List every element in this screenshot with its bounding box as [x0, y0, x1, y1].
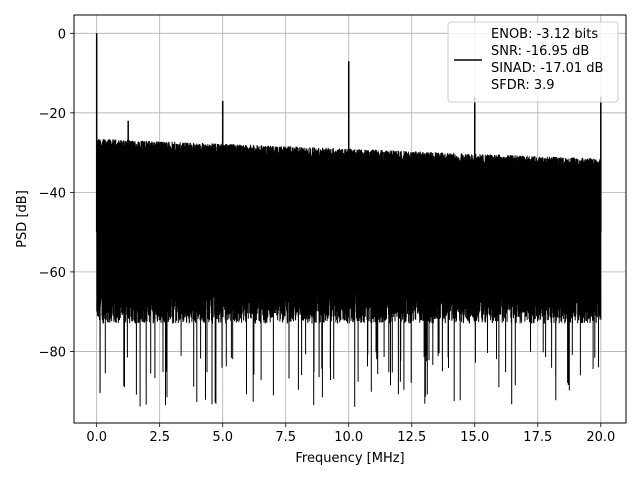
axes-frame: [73, 14, 627, 424]
x-tick-label: 7.5: [275, 430, 296, 445]
x-tick-label: 0.0: [86, 430, 107, 445]
psd-trace: [95, 33, 602, 407]
y-axis-label: PSD [dB]: [15, 190, 30, 248]
x-tick-label: 12.5: [397, 430, 426, 445]
legend-sinad: SINAD: -17.01 dB: [491, 61, 603, 76]
legend-enob: ENOB: -3.12 bits: [491, 27, 598, 42]
x-axis-label: Frequency [MHz]: [295, 451, 404, 466]
y-tick-label: 0: [58, 27, 66, 42]
y-tick-label: −60: [39, 266, 66, 281]
legend-box: [447, 21, 619, 103]
legend-snr: SNR: -16.95 dB: [491, 44, 589, 59]
x-tick-label: 17.5: [523, 430, 552, 445]
y-tick-label: −40: [39, 186, 66, 201]
y-tick-label: −20: [39, 107, 66, 122]
x-tick-label: 2.5: [149, 430, 170, 445]
x-tick-label: 5.0: [212, 430, 233, 445]
x-tick-label: 10.0: [334, 430, 363, 445]
axis-ticks: 0.0 2.5 5.0 7.5 10.0 12.5 15.0 17.5 20.0 0 −20 −40 −…: [39, 27, 616, 445]
x-tick-label: 20.0: [586, 430, 615, 445]
legend-sfdr: SFDR: 3.9: [491, 78, 555, 93]
legend: ENOB: -3.12 bits SNR: -16.95 dB SINAD: -…: [447, 21, 619, 103]
x-tick-label: 15.0: [460, 430, 489, 445]
y-tick-label: −80: [39, 345, 66, 360]
